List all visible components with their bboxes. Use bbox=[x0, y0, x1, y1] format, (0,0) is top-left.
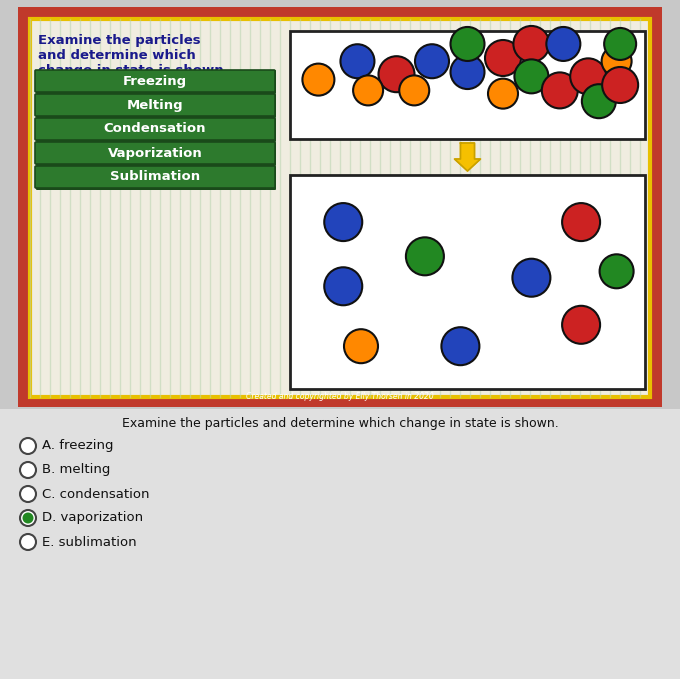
Circle shape bbox=[20, 510, 36, 526]
Text: B. melting: B. melting bbox=[42, 464, 110, 477]
Circle shape bbox=[542, 73, 578, 109]
Polygon shape bbox=[454, 143, 481, 171]
Text: Created and copyrighted by Elly Thorsen in 2020: Created and copyrighted by Elly Thorsen … bbox=[246, 392, 434, 401]
Text: Sublimation: Sublimation bbox=[110, 170, 200, 183]
Bar bbox=[0, 409, 680, 679]
FancyBboxPatch shape bbox=[36, 118, 276, 142]
Circle shape bbox=[20, 462, 36, 478]
FancyBboxPatch shape bbox=[36, 70, 276, 94]
Text: Melting: Melting bbox=[126, 98, 184, 111]
FancyBboxPatch shape bbox=[35, 70, 275, 92]
Text: Vaporization: Vaporization bbox=[107, 147, 203, 160]
Bar bbox=[30, 19, 650, 397]
Circle shape bbox=[379, 56, 415, 92]
Circle shape bbox=[602, 67, 638, 103]
Circle shape bbox=[602, 46, 632, 76]
Text: Examine the particles: Examine the particles bbox=[38, 34, 201, 47]
Circle shape bbox=[604, 28, 636, 60]
Text: Examine the particles and determine which change in state is shown.: Examine the particles and determine whic… bbox=[122, 417, 558, 430]
Circle shape bbox=[513, 259, 550, 297]
FancyBboxPatch shape bbox=[36, 166, 276, 190]
FancyBboxPatch shape bbox=[35, 166, 275, 188]
Circle shape bbox=[514, 59, 548, 93]
Text: and determine which: and determine which bbox=[38, 49, 196, 62]
Circle shape bbox=[20, 534, 36, 550]
Circle shape bbox=[450, 27, 484, 61]
Text: Condensation: Condensation bbox=[104, 122, 206, 136]
Circle shape bbox=[344, 329, 378, 363]
Circle shape bbox=[399, 75, 429, 105]
Circle shape bbox=[571, 58, 606, 94]
Text: change in state is shown.: change in state is shown. bbox=[38, 64, 228, 77]
Text: C. condensation: C. condensation bbox=[42, 488, 150, 500]
Text: E. sublimation: E. sublimation bbox=[42, 536, 137, 549]
FancyBboxPatch shape bbox=[35, 142, 275, 164]
Circle shape bbox=[562, 203, 600, 241]
Circle shape bbox=[485, 40, 521, 76]
Circle shape bbox=[324, 268, 362, 306]
FancyBboxPatch shape bbox=[35, 118, 275, 140]
Circle shape bbox=[562, 306, 600, 344]
Bar bbox=[18, 7, 662, 407]
Circle shape bbox=[341, 44, 375, 78]
Circle shape bbox=[546, 27, 580, 61]
Circle shape bbox=[450, 55, 484, 89]
Text: A. freezing: A. freezing bbox=[42, 439, 114, 452]
Circle shape bbox=[324, 203, 362, 241]
FancyBboxPatch shape bbox=[35, 94, 275, 116]
Circle shape bbox=[513, 26, 549, 62]
Circle shape bbox=[406, 238, 444, 275]
Text: Freezing: Freezing bbox=[123, 75, 187, 88]
Circle shape bbox=[20, 438, 36, 454]
Circle shape bbox=[441, 327, 479, 365]
FancyBboxPatch shape bbox=[36, 142, 276, 166]
Circle shape bbox=[303, 64, 335, 96]
Circle shape bbox=[600, 255, 634, 289]
FancyBboxPatch shape bbox=[36, 94, 276, 118]
Circle shape bbox=[582, 84, 616, 118]
Bar bbox=[290, 31, 645, 139]
Circle shape bbox=[488, 79, 518, 109]
Text: D. vaporization: D. vaporization bbox=[42, 511, 143, 524]
Circle shape bbox=[415, 44, 449, 78]
Circle shape bbox=[22, 513, 33, 524]
Bar bbox=[290, 175, 645, 389]
Circle shape bbox=[353, 75, 383, 105]
Circle shape bbox=[20, 486, 36, 502]
